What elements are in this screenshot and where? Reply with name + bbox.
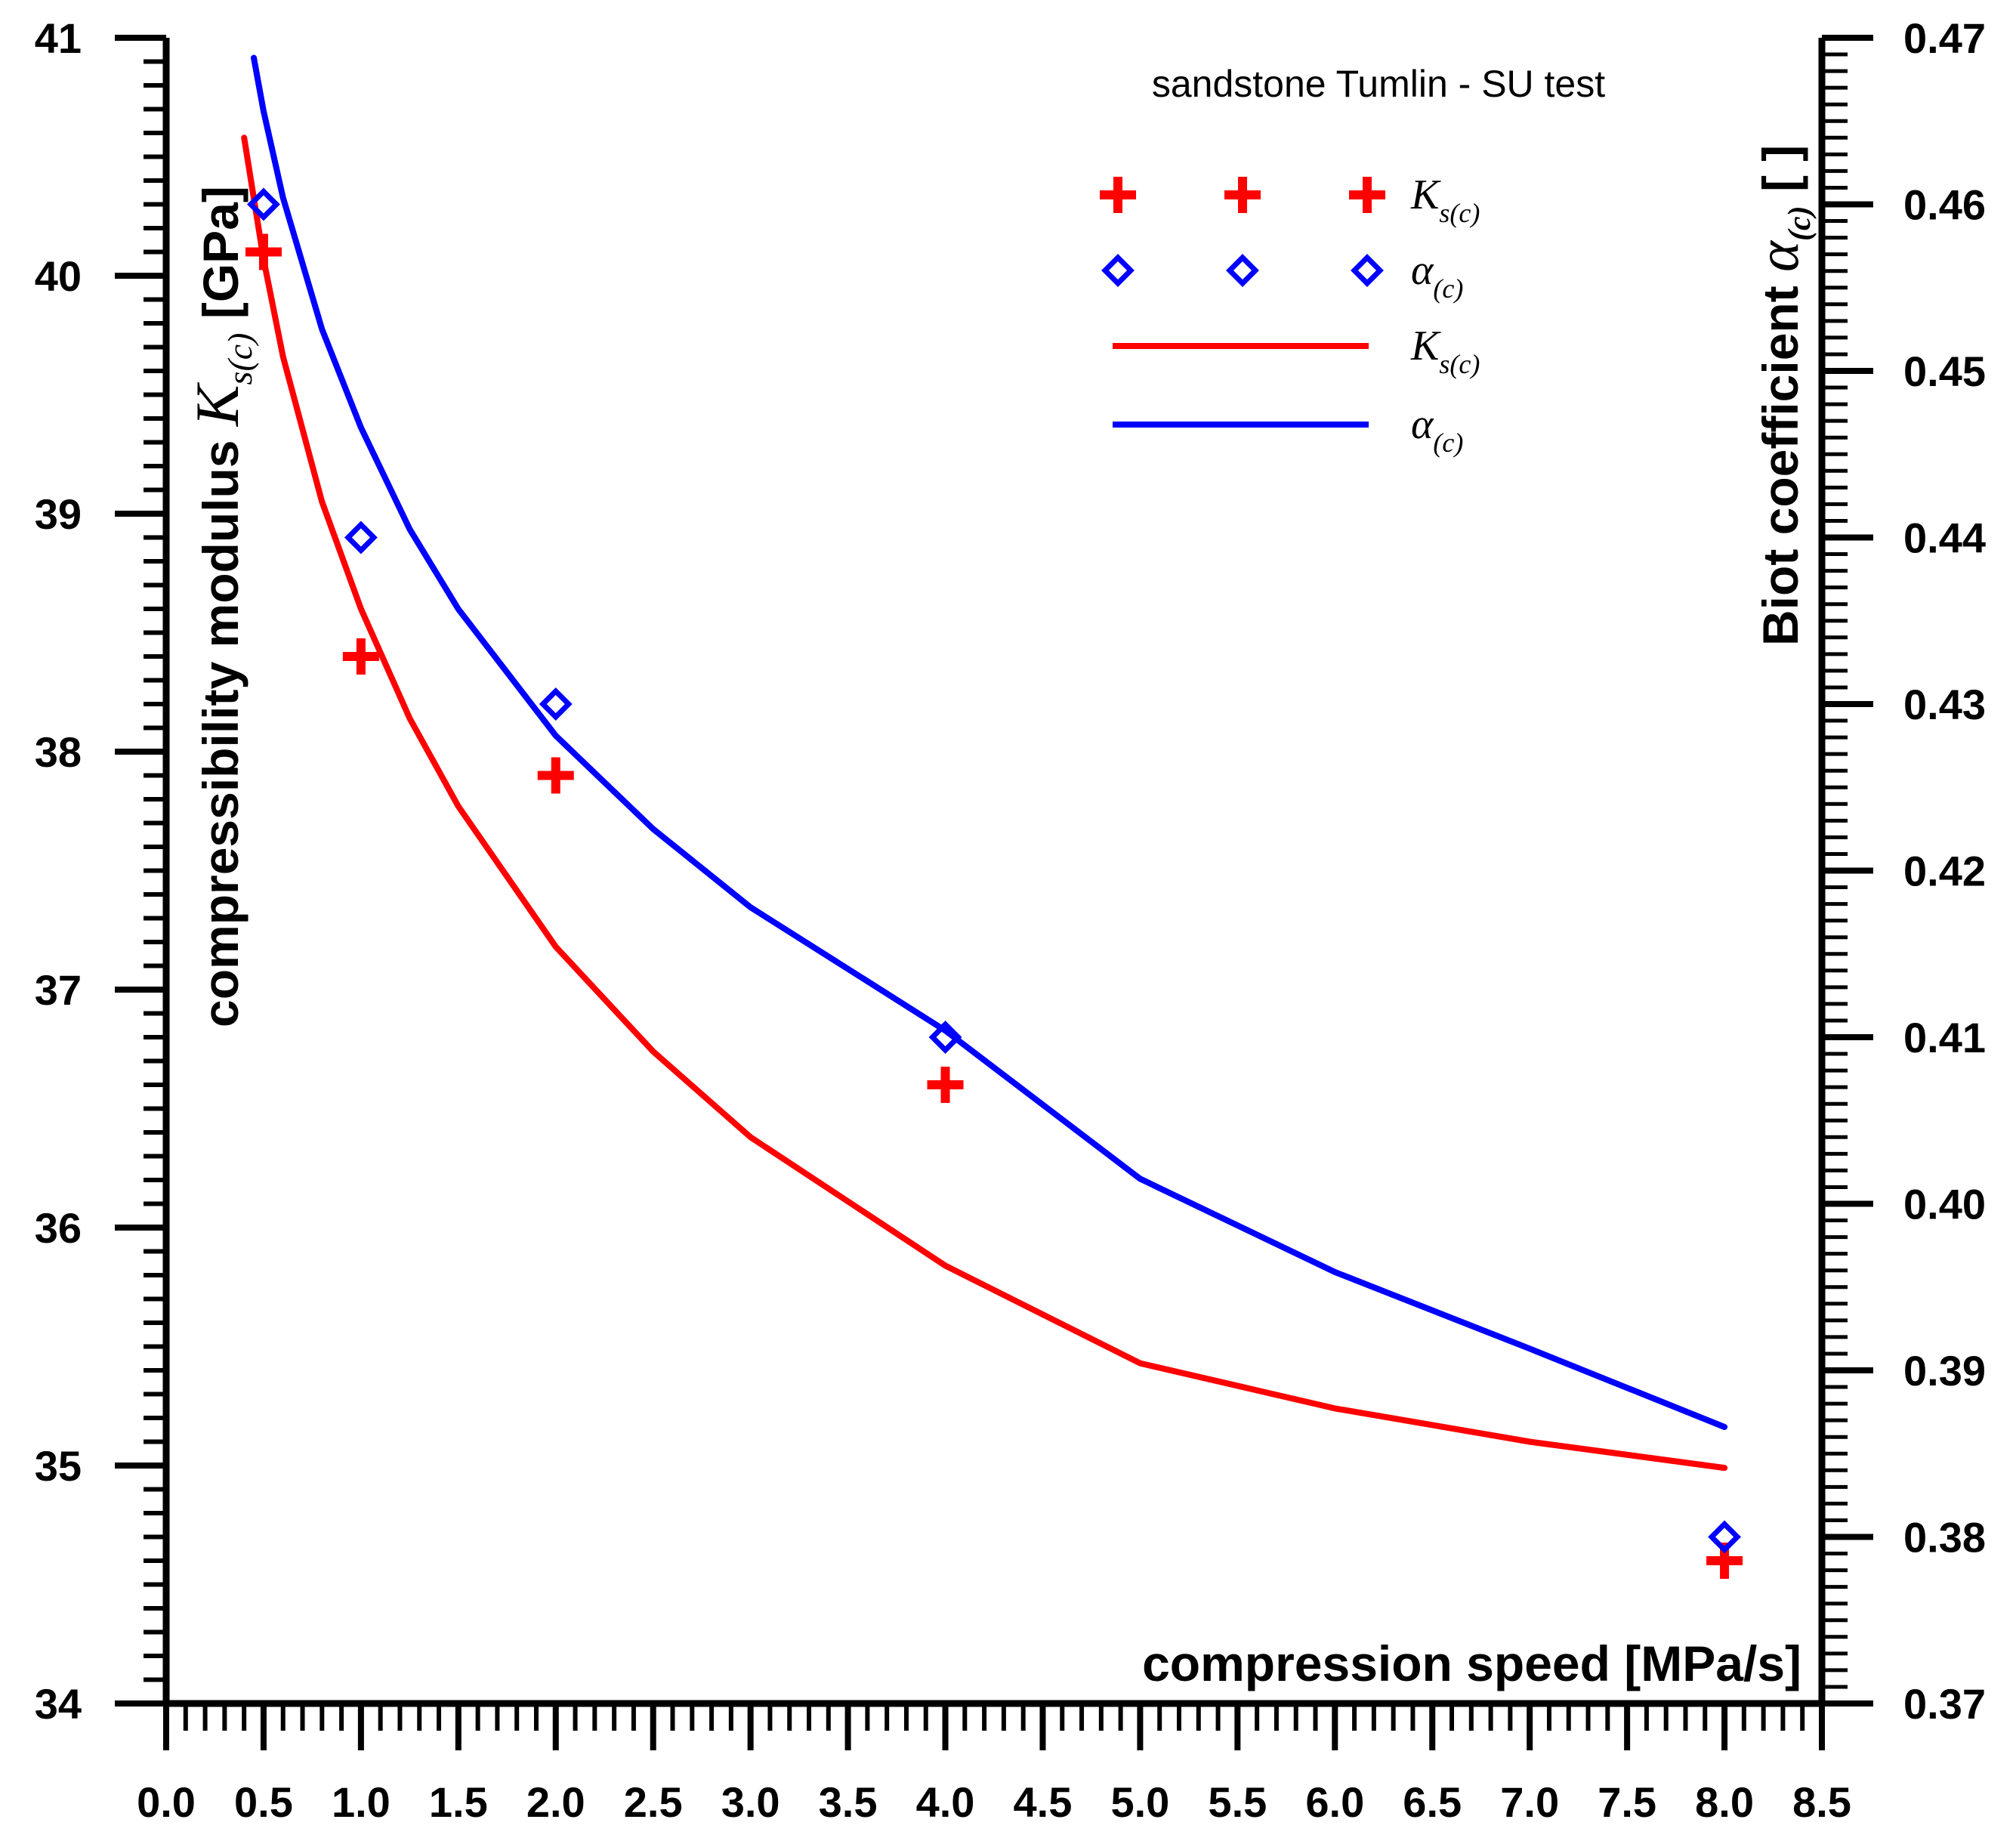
ks-data-point — [537, 757, 574, 794]
chart-title: sandstone Tumlin - SU test — [1152, 63, 1605, 105]
legend-entry: Ks(c) — [1113, 323, 1480, 379]
x-tick-label: 2.0 — [526, 1778, 585, 1826]
x-tick-label: 8.0 — [1695, 1778, 1754, 1826]
y-tick-label: 41 — [35, 14, 82, 62]
legend-label: α(c) — [1411, 401, 1463, 458]
x-tick-label: 7.0 — [1500, 1778, 1559, 1826]
y2-axis-title-text: Biot coefficient — [1752, 272, 1808, 646]
alpha-data-point — [928, 1021, 962, 1054]
legend-plus-marker — [1100, 177, 1136, 213]
legend-diamond-marker — [1351, 254, 1384, 287]
y-tick-label: 37 — [35, 966, 82, 1014]
y2-tick-label: 0.45 — [1903, 347, 1986, 395]
ks-data-point — [927, 1067, 964, 1103]
legend-label: Ks(c) — [1410, 171, 1480, 228]
legend-entry: α(c) — [1113, 401, 1463, 458]
y2-axis-symbol: α — [1745, 239, 1811, 272]
plot-series — [241, 54, 1743, 1579]
y-tick-label: 35 — [35, 1442, 82, 1490]
legend-plus-marker — [1349, 177, 1385, 213]
alpha-fit-line — [251, 54, 1728, 1430]
x-tick-label: 5.0 — [1110, 1778, 1169, 1826]
y-tick-label: 34 — [35, 1680, 82, 1728]
y2-tick-label: 0.41 — [1903, 1014, 1986, 1061]
x-tick-label: 0.0 — [137, 1778, 196, 1826]
y2-tick-label: 0.43 — [1903, 681, 1986, 728]
y-tick-label: 36 — [35, 1204, 82, 1252]
x-tick-label: 8.5 — [1792, 1778, 1851, 1826]
legend-subscript: (c) — [1433, 428, 1463, 458]
x-tick-label: 6.0 — [1305, 1778, 1364, 1826]
y2-axis-unit: [ ] — [1752, 145, 1808, 206]
x-tick-label: 4.0 — [916, 1778, 975, 1826]
legend-plus-marker — [1224, 177, 1261, 213]
x-tick-label: 2.5 — [624, 1778, 683, 1826]
ks-fit-line — [241, 134, 1728, 1472]
legend-symbol: K — [1410, 323, 1441, 369]
x-tick-label: 7.5 — [1598, 1778, 1656, 1826]
legend-label: Ks(c) — [1410, 323, 1480, 379]
y2-tick-label: 0.42 — [1903, 848, 1986, 895]
y2-tick-label: 0.39 — [1903, 1347, 1986, 1395]
y2-tick-label: 0.37 — [1903, 1680, 1986, 1728]
y-axis-title-text: compressibility modulus — [193, 426, 249, 1027]
y-tick-label: 38 — [35, 728, 82, 776]
alpha-data-point — [1708, 1520, 1742, 1554]
x-tick-label: 3.0 — [721, 1778, 780, 1826]
legend-subscript: s(c) — [1439, 349, 1480, 379]
legend-subscript: (c) — [1433, 273, 1463, 304]
x-tick-label: 5.5 — [1208, 1778, 1267, 1826]
axes-frame — [162, 38, 1826, 1707]
y2-axis-title: Biot coefficient α(c) [ ] — [1745, 145, 1817, 646]
y2-tick-label: 0.44 — [1903, 514, 1986, 562]
x-tick-label: 1.0 — [332, 1778, 391, 1826]
y-axis-subscript: s(c) — [221, 332, 259, 385]
alpha-data-point — [539, 687, 573, 721]
x-tick-label: 4.5 — [1014, 1778, 1073, 1826]
legend-entry: α(c) — [1101, 247, 1463, 304]
legend-symbol: K — [1410, 171, 1441, 218]
x-tick-label: 1.5 — [429, 1778, 488, 1826]
y2-tick-label: 0.47 — [1903, 14, 1986, 62]
axis-ticks — [115, 35, 1873, 1750]
y2-tick-label: 0.40 — [1903, 1181, 1986, 1228]
alpha-data-point — [246, 187, 280, 221]
legend-symbol: α — [1411, 247, 1434, 294]
y-axis-symbol: K — [183, 381, 252, 427]
x-axis-title: compression speed [MPa/s] — [1142, 1636, 1801, 1691]
legend-diamond-marker — [1226, 254, 1259, 287]
tick-labels: 0.0 0.5 1.0 1.5 2.0 2.5 3.0 3.5 4.0 4.5 5.0 5.5 6.0 6… — [35, 14, 1986, 1826]
x-tick-label: 6.5 — [1403, 1778, 1462, 1826]
y2-tick-label: 0.46 — [1903, 181, 1986, 229]
legend-diamond-marker — [1101, 254, 1135, 287]
legend-label: α(c) — [1411, 247, 1463, 304]
y2-tick-label: 0.38 — [1903, 1514, 1986, 1561]
ks-data-point — [245, 233, 282, 270]
legend-subscript: s(c) — [1439, 198, 1480, 228]
y-axis-unit: [GPa] — [193, 186, 249, 332]
x-tick-label: 3.5 — [819, 1778, 878, 1826]
legend-symbol: α — [1411, 401, 1434, 448]
legend: Ks(c)α(c)Ks(c)α(c) — [1100, 171, 1480, 458]
x-tick-label: 0.5 — [234, 1778, 293, 1826]
y-tick-label: 40 — [35, 252, 82, 300]
y2-axis-subscript: (c) — [1783, 205, 1817, 241]
y-axis-title: compressibility modulus Ks(c) [GPa] — [183, 186, 259, 1027]
ks-data-point — [342, 638, 379, 675]
y-tick-label: 39 — [35, 490, 82, 538]
legend-entry: Ks(c) — [1100, 171, 1480, 228]
alpha-data-point — [344, 520, 378, 554]
